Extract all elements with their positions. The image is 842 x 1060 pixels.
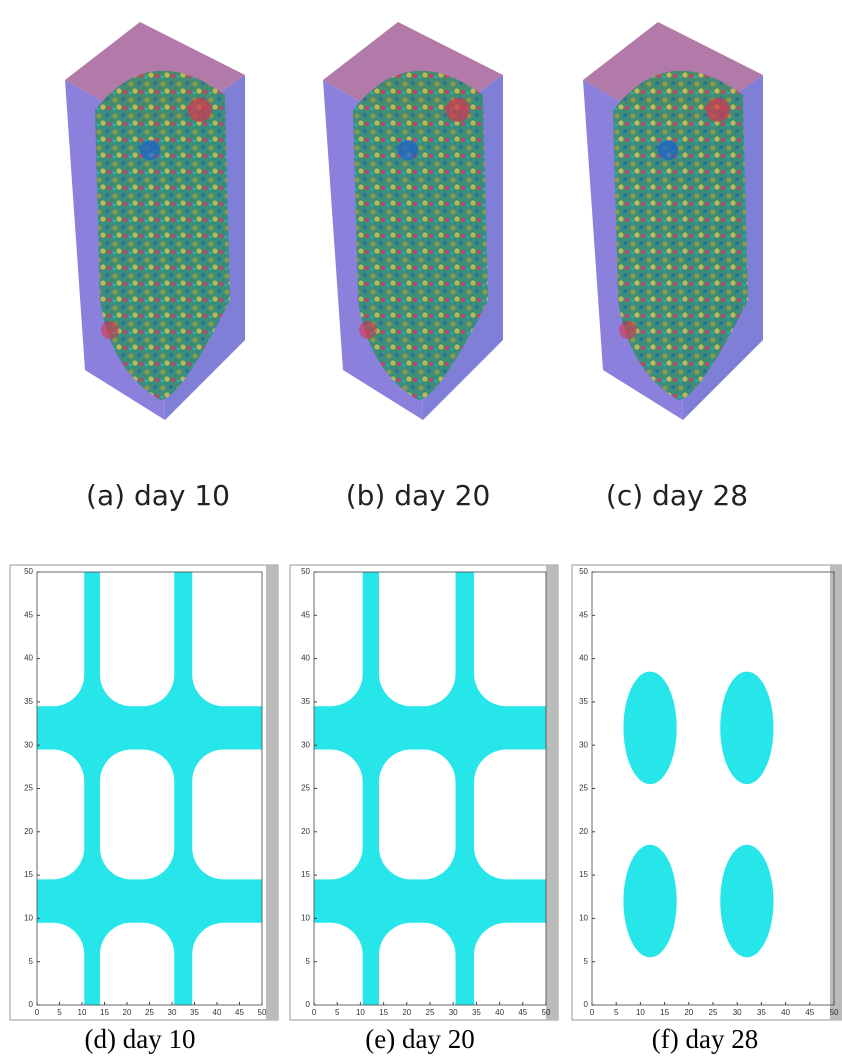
pore-blob [720, 672, 773, 785]
x-tick-label: 5 [57, 1008, 62, 1017]
y-tick-label: 25 [301, 784, 310, 793]
y-tick-label: 50 [579, 567, 588, 576]
solid-cell [474, 750, 583, 880]
x-tick-label: 20 [684, 1008, 693, 1017]
y-tick-label: 10 [24, 914, 33, 923]
y-tick-label: 0 [584, 1000, 589, 1009]
solid-cell [192, 503, 298, 707]
y-tick-label: 15 [301, 870, 310, 879]
x-tick-label: 30 [449, 1008, 458, 1017]
panel-shade [266, 565, 278, 1020]
y-tick-label: 30 [579, 740, 588, 749]
y-tick-label: 20 [301, 827, 310, 836]
x-tick-label: 50 [258, 1008, 267, 1017]
render-a [65, 22, 245, 420]
caption: (b) day 20 [346, 479, 491, 512]
y-tick-label: 35 [579, 697, 588, 706]
x-tick-label: 10 [636, 1008, 645, 1017]
solid-cell [192, 750, 298, 880]
x-tick-label: 20 [123, 1008, 132, 1017]
x-tick-label: 40 [495, 1008, 504, 1017]
solid-cell [100, 503, 174, 707]
y-tick-label: 50 [301, 567, 310, 576]
x-tick-label: 25 [709, 1008, 718, 1017]
caption: (f) day 28 [652, 1024, 758, 1054]
caption: (c) day 28 [606, 479, 748, 512]
y-tick-label: 10 [579, 914, 588, 923]
caption: (d) day 10 [85, 1024, 196, 1054]
y-tick-label: 20 [24, 827, 33, 836]
panel-frame [572, 565, 842, 1020]
x-tick-label: 40 [213, 1008, 222, 1017]
x-tick-label: 10 [356, 1008, 365, 1017]
x-tick-label: 35 [190, 1008, 199, 1017]
x-tick-label: 25 [426, 1008, 435, 1017]
y-tick-label: 50 [24, 567, 33, 576]
y-tick-label: 45 [301, 610, 310, 619]
x-tick-label: 15 [379, 1008, 388, 1017]
x-tick-label: 15 [660, 1008, 669, 1017]
x-tick-label: 5 [335, 1008, 340, 1017]
y-tick-label: 20 [579, 827, 588, 836]
pore-blob [623, 845, 676, 958]
y-tick-label: 40 [24, 654, 33, 663]
panel-shade [830, 565, 842, 1020]
caption: (a) day 10 [86, 479, 230, 512]
caption: (e) day 20 [365, 1024, 474, 1054]
x-tick-label: 0 [312, 1008, 317, 1017]
solid-cell [192, 923, 298, 1060]
x-tick-label: 45 [235, 1008, 244, 1017]
x-tick-label: 5 [614, 1008, 619, 1017]
pore-blob [720, 845, 773, 958]
x-tick-label: 35 [472, 1008, 481, 1017]
x-tick-label: 45 [518, 1008, 527, 1017]
plot-area [277, 503, 583, 1060]
x-tick-label: 25 [145, 1008, 154, 1017]
panel-shade [546, 565, 558, 1020]
solid-cell [474, 503, 583, 707]
x-tick-label: 10 [78, 1008, 87, 1017]
y-tick-label: 30 [24, 740, 33, 749]
y-tick-label: 35 [301, 697, 310, 706]
y-tick-label: 40 [579, 654, 588, 663]
plot-area [1, 503, 298, 1060]
y-tick-label: 25 [24, 784, 33, 793]
solid-cell [379, 750, 456, 880]
x-tick-label: 30 [733, 1008, 742, 1017]
figure: (a) day 10 (b) day 20 (c) day 28 (d) day… [0, 0, 842, 1060]
x-tick-label: 40 [781, 1008, 790, 1017]
y-tick-label: 0 [306, 1000, 311, 1009]
x-tick-label: 15 [100, 1008, 109, 1017]
y-tick-label: 35 [24, 697, 33, 706]
x-tick-label: 50 [830, 1008, 839, 1017]
pore-blob [623, 672, 676, 785]
x-tick-label: 50 [542, 1008, 551, 1017]
solid-cell [474, 923, 583, 1060]
x-tick-label: 35 [757, 1008, 766, 1017]
y-tick-label: 5 [584, 957, 589, 966]
y-tick-label: 30 [301, 740, 310, 749]
solid-cell [379, 503, 456, 707]
y-tick-label: 40 [301, 654, 310, 663]
y-tick-label: 15 [579, 870, 588, 879]
render-c [583, 22, 763, 420]
render-b [323, 22, 503, 420]
y-tick-label: 5 [306, 957, 311, 966]
y-tick-label: 0 [29, 1000, 34, 1009]
x-tick-label: 20 [402, 1008, 411, 1017]
y-tick-label: 25 [579, 784, 588, 793]
x-tick-label: 0 [35, 1008, 40, 1017]
y-tick-label: 10 [301, 914, 310, 923]
y-tick-label: 5 [29, 957, 34, 966]
x-tick-label: 45 [805, 1008, 814, 1017]
y-tick-label: 45 [24, 610, 33, 619]
y-tick-label: 45 [579, 610, 588, 619]
x-tick-label: 30 [168, 1008, 177, 1017]
y-tick-label: 15 [24, 870, 33, 879]
solid-cell [100, 750, 174, 880]
x-tick-label: 0 [590, 1008, 595, 1017]
